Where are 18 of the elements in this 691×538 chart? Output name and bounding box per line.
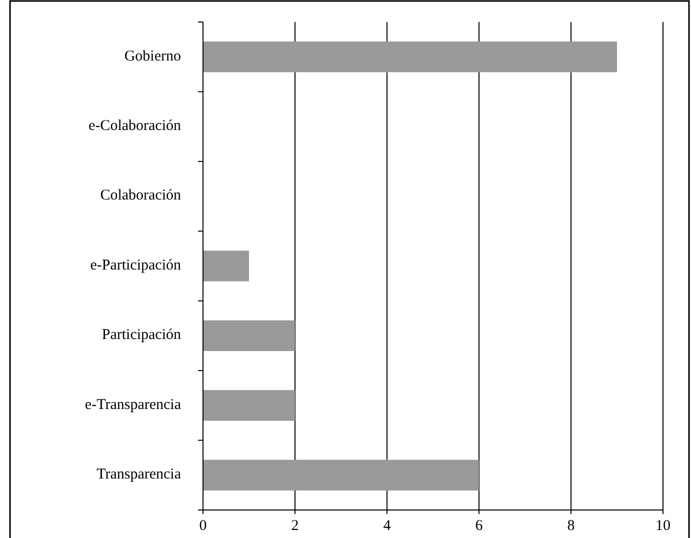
- y-tick-label: e-Transparencia: [84, 396, 182, 413]
- y-tick-label: Gobierno: [124, 48, 181, 64]
- x-tick-label: 10: [656, 518, 670, 534]
- y-tick-label: Colaboración: [100, 188, 182, 204]
- x-tick-label: 0: [199, 518, 207, 534]
- y-tick-label: Participación: [102, 327, 182, 344]
- y-tick-label: e-Colaboración: [88, 118, 182, 134]
- x-tick-label: 2: [291, 518, 299, 534]
- bar: [203, 460, 479, 490]
- bar: [203, 42, 617, 72]
- y-tick-label: Transparencia: [96, 466, 182, 483]
- x-tick-label: 6: [475, 518, 484, 534]
- x-tick-label: 4: [383, 518, 392, 534]
- y-tick-label: e-Participación: [90, 257, 182, 274]
- x-tick-label: 8: [567, 518, 575, 534]
- bar: [203, 250, 249, 282]
- bar: [203, 320, 295, 352]
- bar: [203, 390, 295, 421]
